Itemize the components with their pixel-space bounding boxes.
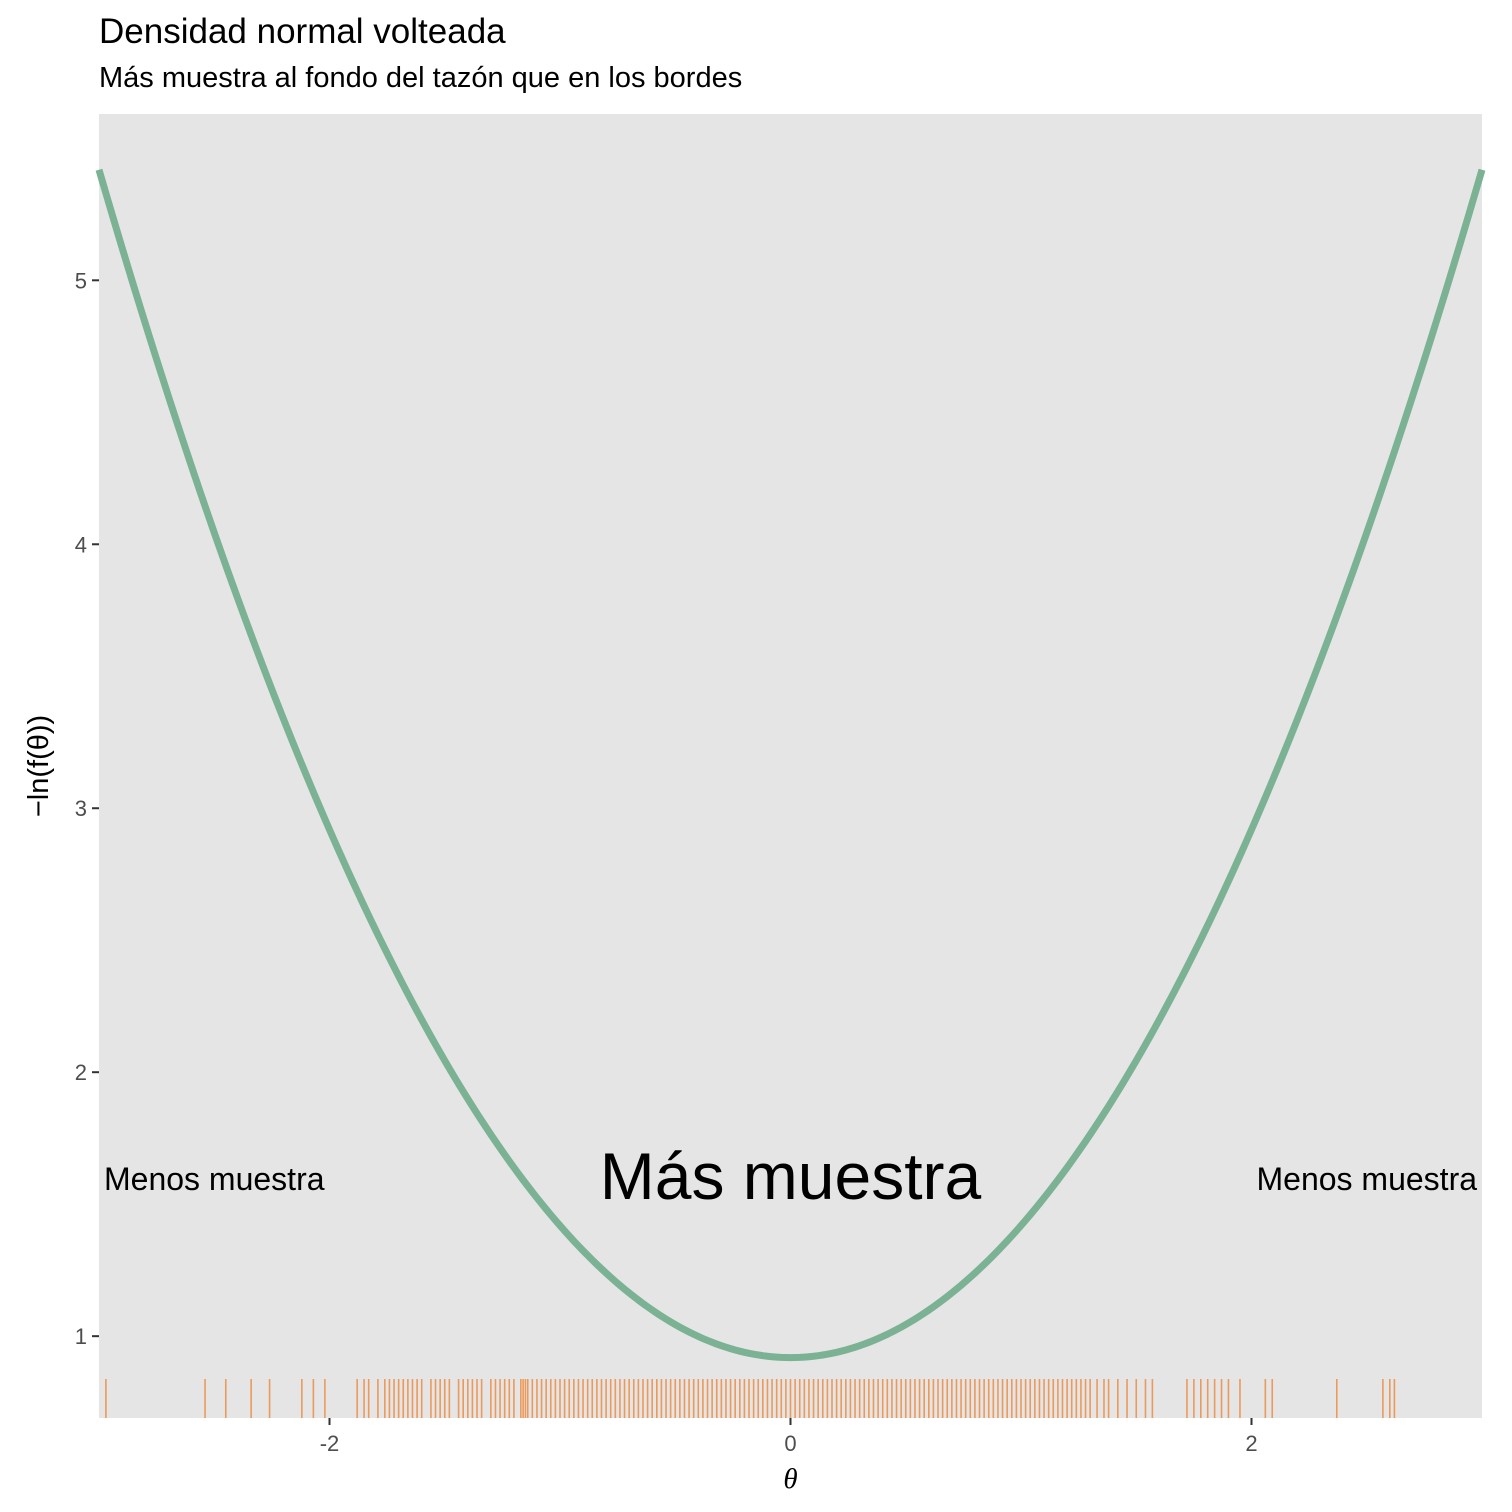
x-axis-title: θ — [783, 1463, 797, 1495]
y-tick-label: 1 — [75, 1324, 87, 1349]
y-axis-title: −ln(f(θ)) — [23, 715, 55, 817]
annotation-layer: Menos muestra Más muestra Menos muestra — [104, 1139, 1477, 1213]
series-line — [95, 168, 1486, 1362]
annotation-label: Menos muestra — [104, 1161, 325, 1197]
y-tick-label: 2 — [75, 1060, 87, 1085]
x-axis: -2 0 2 — [320, 1418, 1258, 1456]
plot-panel — [99, 114, 1482, 1418]
rug-layer — [105, 1379, 1396, 1418]
y-tick-label: 4 — [75, 532, 87, 557]
y-tick-label: 5 — [75, 268, 87, 293]
annotation-label: Menos muestra — [1256, 1161, 1477, 1197]
y-axis: 1 2 3 4 5 — [75, 268, 99, 1349]
x-tick-label: -2 — [320, 1431, 340, 1456]
x-tick-label: 0 — [784, 1431, 796, 1456]
chart-subtitle: Más muestra al fondo del tazón que en lo… — [99, 62, 743, 94]
chart-title: Densidad normal volteada — [99, 12, 506, 51]
x-tick-label: 2 — [1245, 1431, 1257, 1456]
y-tick-label: 3 — [75, 796, 87, 821]
annotation-label: Más muestra — [600, 1139, 982, 1213]
